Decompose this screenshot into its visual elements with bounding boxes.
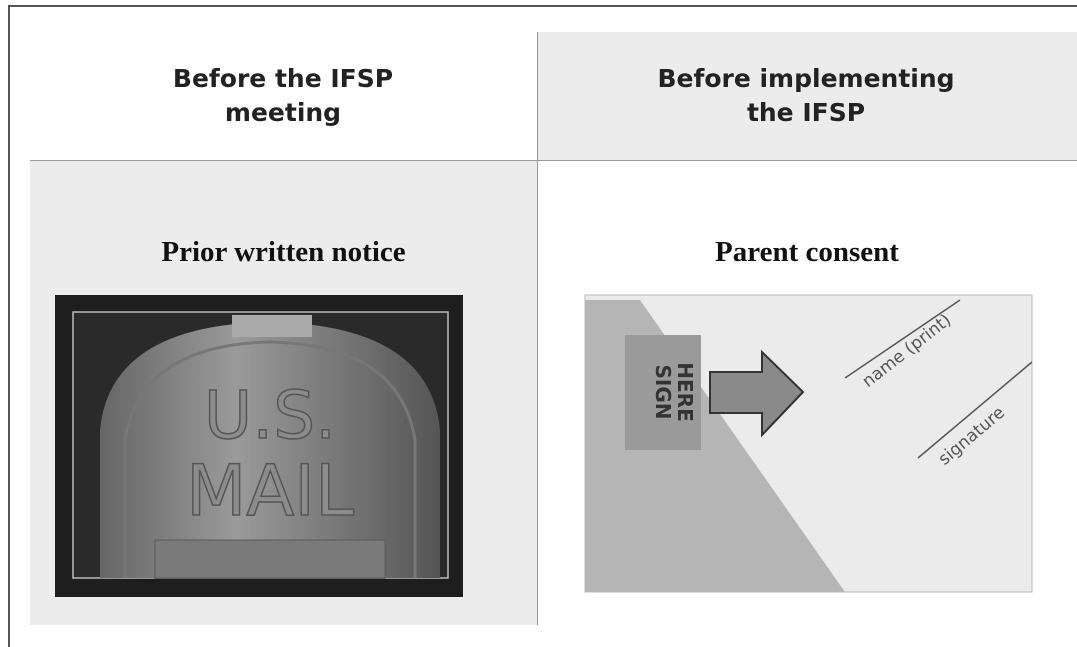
col-divider: [537, 32, 538, 625]
header-right-bg: [537, 32, 1077, 160]
consent-form-photo: SIGN HERE name (print) signature: [584, 294, 1033, 593]
mailbox-photo: U.S. MAIL: [55, 295, 463, 597]
header-cell: Before the IFSP meeting: [172, 64, 394, 127]
header-cell: Before implementing the IFSP: [657, 64, 955, 127]
frame-top: [8, 5, 1077, 7]
row-divider: [30, 160, 1077, 161]
mailbox-text: U.S.: [204, 377, 336, 454]
sign-tab-text: HERE: [673, 362, 697, 421]
frame-left: [8, 5, 10, 647]
body-cell: Parent consent: [715, 236, 899, 268]
body-cell: Prior written notice: [161, 236, 406, 268]
mailbox-text: MAIL: [186, 450, 354, 532]
sign-tab-text: SIGN: [651, 365, 675, 420]
